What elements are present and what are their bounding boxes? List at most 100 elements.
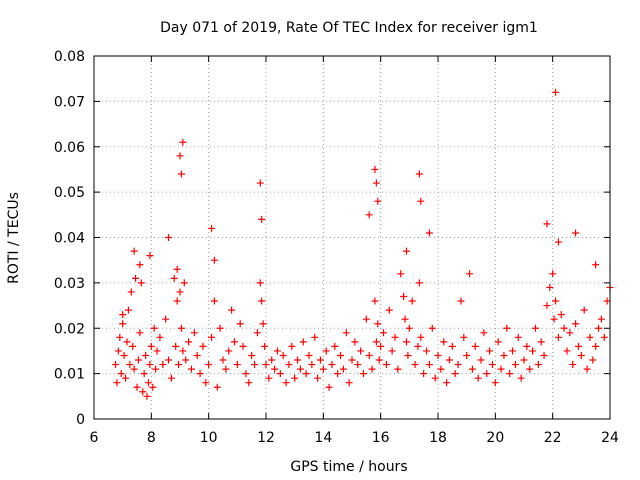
data-point bbox=[176, 152, 184, 160]
data-point bbox=[256, 179, 264, 187]
data-point bbox=[549, 270, 557, 278]
data-point bbox=[177, 324, 185, 332]
data-point bbox=[147, 342, 155, 350]
x-tick-label: 6 bbox=[90, 430, 99, 446]
data-point bbox=[126, 361, 134, 369]
data-point bbox=[415, 170, 423, 178]
data-point bbox=[302, 370, 310, 378]
data-point bbox=[509, 347, 517, 355]
data-point bbox=[423, 347, 431, 355]
data-point bbox=[316, 356, 324, 364]
data-point bbox=[205, 361, 213, 369]
data-point bbox=[359, 370, 367, 378]
data-point bbox=[210, 297, 218, 305]
data-point bbox=[377, 342, 385, 350]
data-point bbox=[127, 288, 135, 296]
data-point bbox=[437, 365, 445, 373]
data-point bbox=[262, 361, 270, 369]
data-point bbox=[506, 370, 514, 378]
data-point bbox=[404, 351, 412, 359]
data-point bbox=[173, 297, 181, 305]
data-point bbox=[402, 338, 410, 346]
data-point bbox=[543, 220, 551, 228]
data-point bbox=[552, 297, 560, 305]
data-point bbox=[540, 351, 548, 359]
data-point bbox=[294, 356, 302, 364]
y-tick-label: 0 bbox=[76, 412, 85, 428]
x-tick-label: 24 bbox=[601, 430, 619, 446]
x-tick-label: 10 bbox=[200, 430, 218, 446]
y-tick-label: 0.01 bbox=[54, 367, 85, 383]
data-point bbox=[228, 306, 236, 314]
data-point bbox=[239, 342, 247, 350]
data-point bbox=[405, 324, 413, 332]
data-point bbox=[552, 88, 560, 96]
data-point bbox=[150, 324, 158, 332]
data-point bbox=[190, 329, 198, 337]
data-point bbox=[152, 365, 160, 373]
data-point bbox=[299, 338, 307, 346]
x-axis-label: GPS time / hours bbox=[290, 459, 407, 475]
y-tick-label: 0.02 bbox=[54, 321, 85, 337]
x-tick-label: 14 bbox=[314, 430, 332, 446]
y-tick-label: 0.05 bbox=[54, 185, 85, 201]
data-point bbox=[440, 338, 448, 346]
data-point bbox=[400, 292, 408, 300]
data-point bbox=[580, 306, 588, 314]
x-tick-label: 20 bbox=[486, 430, 504, 446]
data-point bbox=[328, 361, 336, 369]
data-point bbox=[322, 347, 330, 355]
data-point bbox=[172, 342, 180, 350]
y-tick-label: 0.03 bbox=[54, 276, 85, 292]
data-point bbox=[156, 333, 164, 341]
data-point bbox=[276, 370, 284, 378]
data-point bbox=[124, 306, 132, 314]
data-point bbox=[520, 356, 528, 364]
data-point bbox=[534, 361, 542, 369]
data-point bbox=[120, 351, 128, 359]
data-point bbox=[514, 333, 522, 341]
data-point bbox=[296, 365, 304, 373]
data-point bbox=[477, 356, 485, 364]
data-point bbox=[372, 179, 380, 187]
data-point bbox=[563, 347, 571, 355]
data-point bbox=[554, 333, 562, 341]
data-point bbox=[420, 370, 428, 378]
data-point bbox=[342, 329, 350, 337]
data-point bbox=[165, 234, 173, 241]
data-point bbox=[572, 229, 580, 237]
data-point bbox=[133, 383, 141, 391]
data-point bbox=[488, 361, 496, 369]
data-point bbox=[288, 342, 296, 350]
axis-ticks: 6 8 10 12 14 16 18 20 22 24 0 0.01 0.02 0.03 0.04 0.05 0… bbox=[54, 49, 619, 446]
data-point bbox=[592, 261, 600, 269]
data-point bbox=[583, 365, 591, 373]
data-point bbox=[311, 333, 319, 341]
data-point bbox=[202, 379, 210, 387]
data-point bbox=[480, 329, 488, 337]
data-point bbox=[185, 338, 193, 346]
data-point bbox=[199, 342, 207, 350]
data-point bbox=[560, 324, 568, 332]
data-point bbox=[401, 315, 409, 323]
data-point bbox=[491, 379, 499, 387]
data-point bbox=[411, 361, 419, 369]
data-point bbox=[457, 297, 465, 305]
data-point bbox=[348, 356, 356, 364]
data-point bbox=[114, 347, 122, 355]
data-point bbox=[408, 297, 416, 305]
data-point bbox=[271, 365, 279, 373]
data-point bbox=[554, 238, 562, 246]
data-point bbox=[497, 365, 505, 373]
data-point bbox=[176, 288, 184, 296]
data-point bbox=[443, 379, 451, 387]
data-point bbox=[242, 370, 250, 378]
data-point bbox=[213, 383, 221, 391]
grid-lines bbox=[94, 56, 610, 419]
data-point bbox=[339, 365, 347, 373]
data-point bbox=[334, 370, 342, 378]
data-point bbox=[331, 342, 339, 350]
data-point bbox=[130, 365, 138, 373]
data-point bbox=[574, 342, 582, 350]
data-point bbox=[258, 297, 266, 305]
